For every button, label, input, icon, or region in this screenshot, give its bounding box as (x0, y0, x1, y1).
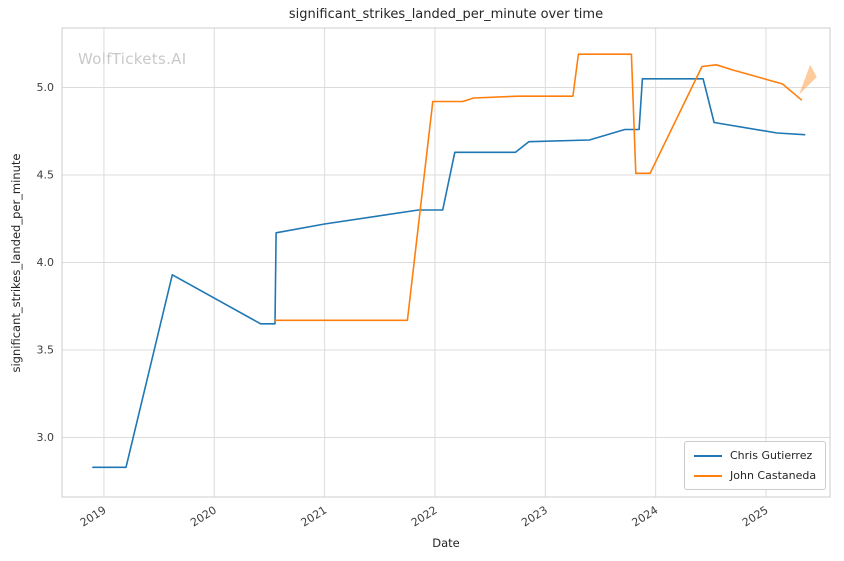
y-tick-label: 4.0 (37, 256, 55, 269)
x-tick-label: 2025 (740, 504, 771, 530)
x-tick-label: 2023 (519, 504, 550, 530)
x-tick-label: 2019 (78, 504, 109, 530)
y-axis-label: significant_strikes_landed_per_minute (9, 153, 23, 373)
y-tick-label: 3.5 (37, 344, 55, 357)
series-line-chris-gutierrez (92, 78, 806, 469)
x-tick-label: 2021 (299, 504, 330, 530)
trend-arrow-annotation (799, 64, 817, 95)
x-tick-label: 2020 (188, 504, 219, 530)
y-tick-label: 3.0 (37, 431, 55, 444)
legend-swatch (694, 474, 722, 477)
series-line-john-castaneda (274, 53, 803, 322)
chart-title: significant_strikes_landed_per_minute ov… (288, 7, 604, 22)
legend-item: Chris Gutierrez (694, 449, 816, 462)
x-tick-label: 2022 (409, 504, 440, 530)
y-tick-label: 4.5 (37, 169, 55, 182)
legend-item: John Castaneda (694, 469, 816, 482)
watermark: WolfTickets.AI (78, 50, 187, 68)
plot-border (61, 27, 831, 498)
legend: Chris Gutierrez John Castaneda (684, 441, 826, 490)
x-axis-label: Date (432, 536, 460, 550)
x-tick-label: 2024 (630, 504, 661, 530)
legend-swatch (694, 454, 722, 457)
legend-label: John Castaneda (730, 469, 817, 482)
legend-label: Chris Gutierrez (730, 449, 813, 462)
y-tick-label: 5.0 (37, 81, 55, 94)
